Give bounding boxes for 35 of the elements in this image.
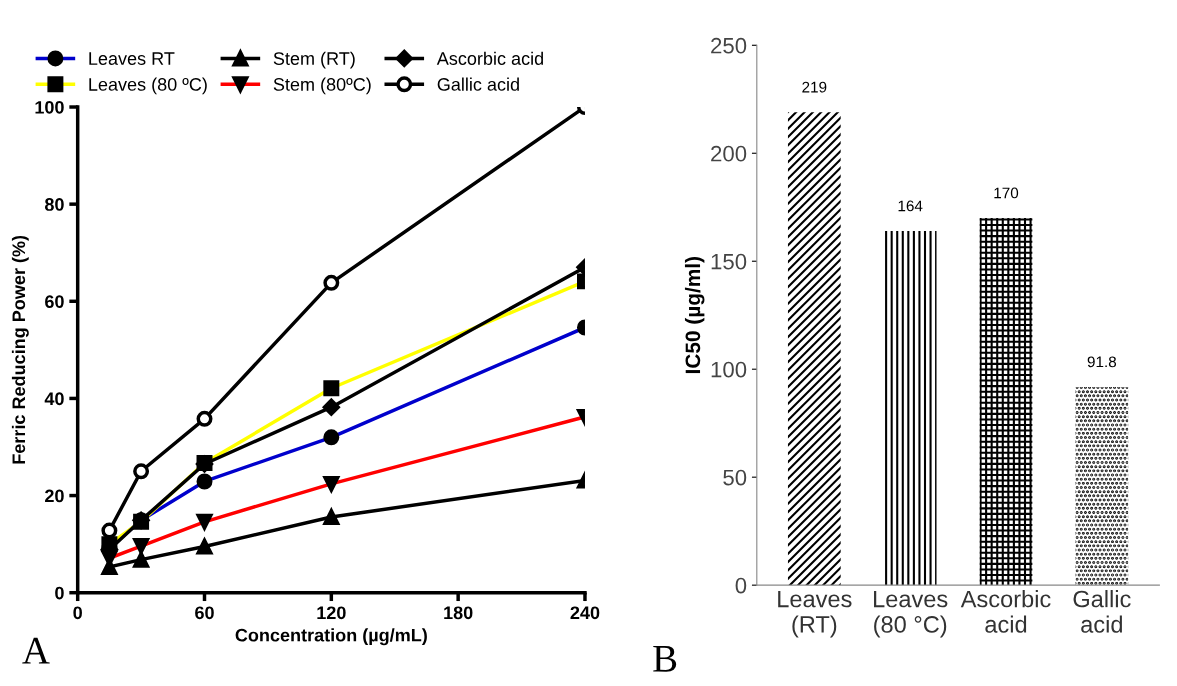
y-tick-label: 40 — [44, 392, 64, 406]
y-tick-label: 100 — [35, 100, 64, 114]
y-tick-label: 80 — [44, 198, 64, 211]
x-tick-label: Leaves (80 °C) — [874, 590, 948, 638]
text: B — [653, 646, 677, 672]
y-tick-label: 60 — [45, 295, 64, 309]
y-tick-label: 150 — [711, 253, 747, 270]
x-tick-label: 0 — [73, 606, 82, 620]
y-tick-label: 250 — [711, 37, 747, 54]
x-tick-label: 120 — [317, 606, 346, 620]
y-axis-title: IC50 (µg/ml) — [684, 257, 705, 374]
y-tick-label: 200 — [711, 145, 747, 162]
x-tick-label: 60 — [195, 606, 214, 620]
data-label: 219 — [802, 81, 827, 93]
text: A — [22, 637, 50, 664]
legend-label: Stem (80ºC) — [273, 77, 371, 95]
x-tick-label: 240 — [570, 606, 600, 620]
legend-label: Stem (RT) — [273, 51, 355, 69]
x-axis-title: Concentration (µg/mL) — [235, 628, 427, 646]
y-tick-label: 100 — [711, 361, 747, 378]
y-axis-title: Ferric Reducing Power (%) — [11, 235, 29, 464]
data-label: 164 — [898, 200, 923, 212]
y-tick-label: 50 — [723, 469, 747, 486]
legend-label: Gallic acid — [437, 77, 519, 91]
y-tick-label: 20 — [45, 489, 64, 503]
x-tick-label: Leaves (RT) — [778, 590, 852, 638]
data-label: 170 — [994, 187, 1019, 199]
x-tick-label: 180 — [444, 606, 473, 620]
data-label: 91.8 — [1087, 356, 1117, 368]
legend-label: Leaves RT — [89, 52, 175, 65]
x-tick-label: Gallic acid — [1073, 590, 1131, 633]
legend-label: Leaves (80 ºC) — [89, 77, 207, 95]
x-tick-label: Ascorbic acid — [960, 590, 1051, 633]
legend-label: Ascorbic acid — [436, 51, 543, 65]
y-tick-label: 0 — [735, 577, 747, 594]
